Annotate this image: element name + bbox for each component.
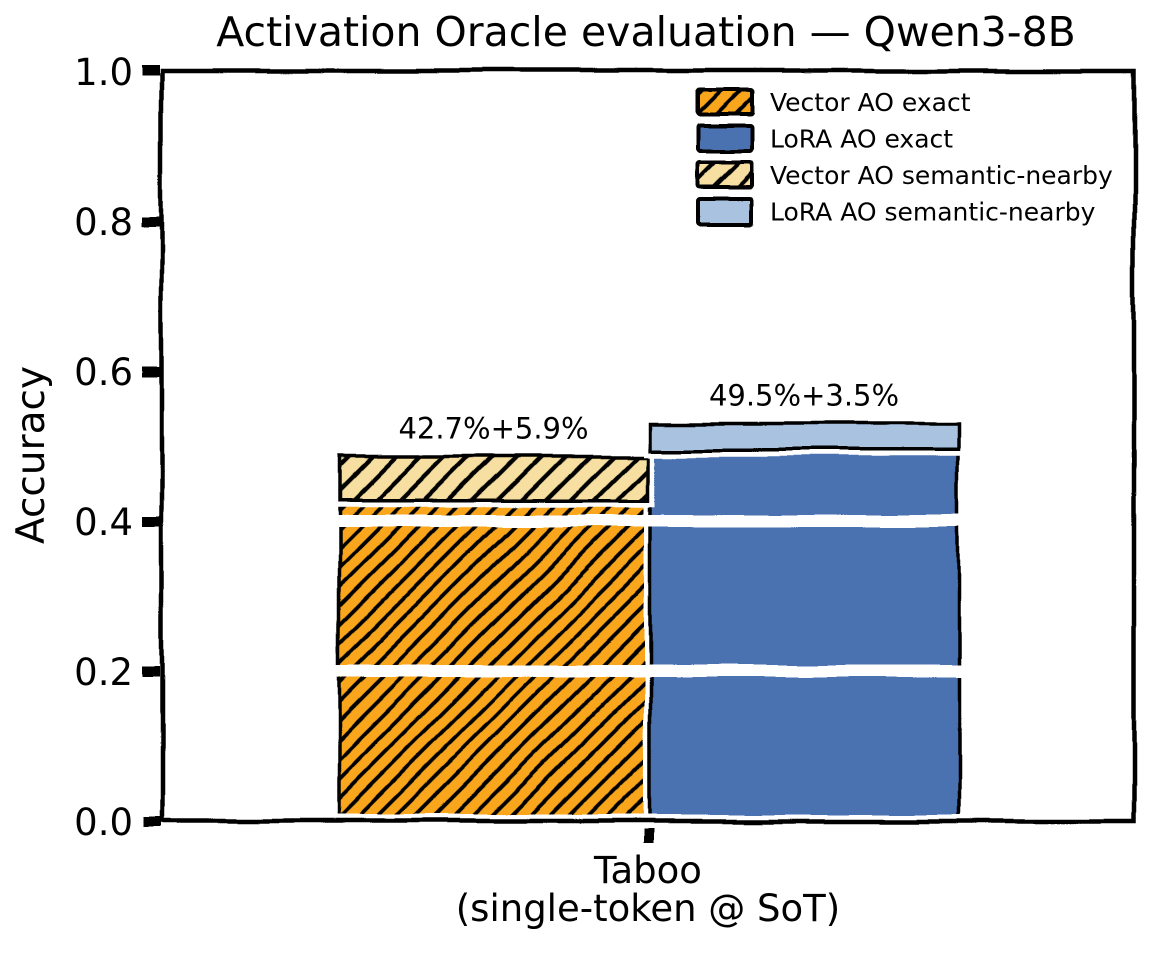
y-tick-label-0.2: 0.2 [74, 651, 133, 694]
x-tick-label-line2: (single-token @ SoT) [456, 887, 840, 930]
y-axis-label: Accuracy [9, 366, 54, 544]
legend-label-0: Vector AO exact [770, 88, 971, 117]
legend-swatch-orange_hatch [696, 87, 754, 117]
bar-vector-exact [337, 499, 650, 823]
y-tick-labels: 0.0 0.2 0.4 0.6 0.8 1.0 [74, 51, 133, 844]
legend-swatch-blue [696, 124, 754, 153]
x-axis: Taboo (single-token @ SoT) [456, 828, 840, 930]
legend-swatch-cream_hatch [696, 160, 754, 190]
y-tick-label-0.8: 0.8 [74, 201, 133, 244]
y-tick-mark-0.4 [142, 516, 160, 526]
y-tick-mark-0.6 [142, 366, 160, 376]
legend-label-2: Vector AO semantic-nearby [770, 161, 1113, 190]
bar-annotation-lora-ao: 49.5%+3.5% [709, 379, 899, 413]
bar-lora-exact [648, 448, 960, 823]
plot-border [159, 68, 1137, 824]
legend-item-1: LoRA AO exact [696, 124, 953, 154]
bars-layer [332, 417, 965, 827]
y-tick-mark-0 [142, 816, 160, 826]
legend-label-3: LoRA AO semantic-nearby [770, 198, 1096, 227]
y-tick-mark-0.8 [142, 216, 160, 226]
bar-vector-nearby [337, 454, 650, 503]
y-tick-label-1: 1.0 [74, 51, 133, 94]
y-tick-mark-1 [142, 66, 160, 76]
x-tick-mark [644, 828, 653, 843]
x-tick-label-line1: Taboo [593, 849, 702, 892]
y-tick-label-0.4: 0.4 [74, 501, 133, 544]
chart-title: Activation Oracle evaluation — Qwen3-8B [216, 8, 1076, 56]
y-tick-mark-0.2 [142, 666, 160, 676]
y-tick-label-0: 0.0 [74, 801, 133, 844]
bar-annotation-vector-ao: 42.7%+5.9% [398, 412, 588, 446]
legend-item-0: Vector AO exact [696, 87, 971, 117]
legend-item-2: Vector AO semantic-nearby [696, 160, 1113, 190]
legend-item-3: LoRA AO semantic-nearby [696, 197, 1096, 227]
legend: Vector AO exact LoRA AO exact Vector AO se… [696, 87, 1113, 227]
y-tick-marks [142, 66, 160, 826]
legend-swatch-lightblue [696, 197, 754, 226]
y-tick-label-0.6: 0.6 [74, 351, 133, 394]
legend-label-1: LoRA AO exact [770, 125, 953, 154]
bar-lora-nearby [648, 421, 960, 452]
plot-frame [155, 64, 1141, 828]
